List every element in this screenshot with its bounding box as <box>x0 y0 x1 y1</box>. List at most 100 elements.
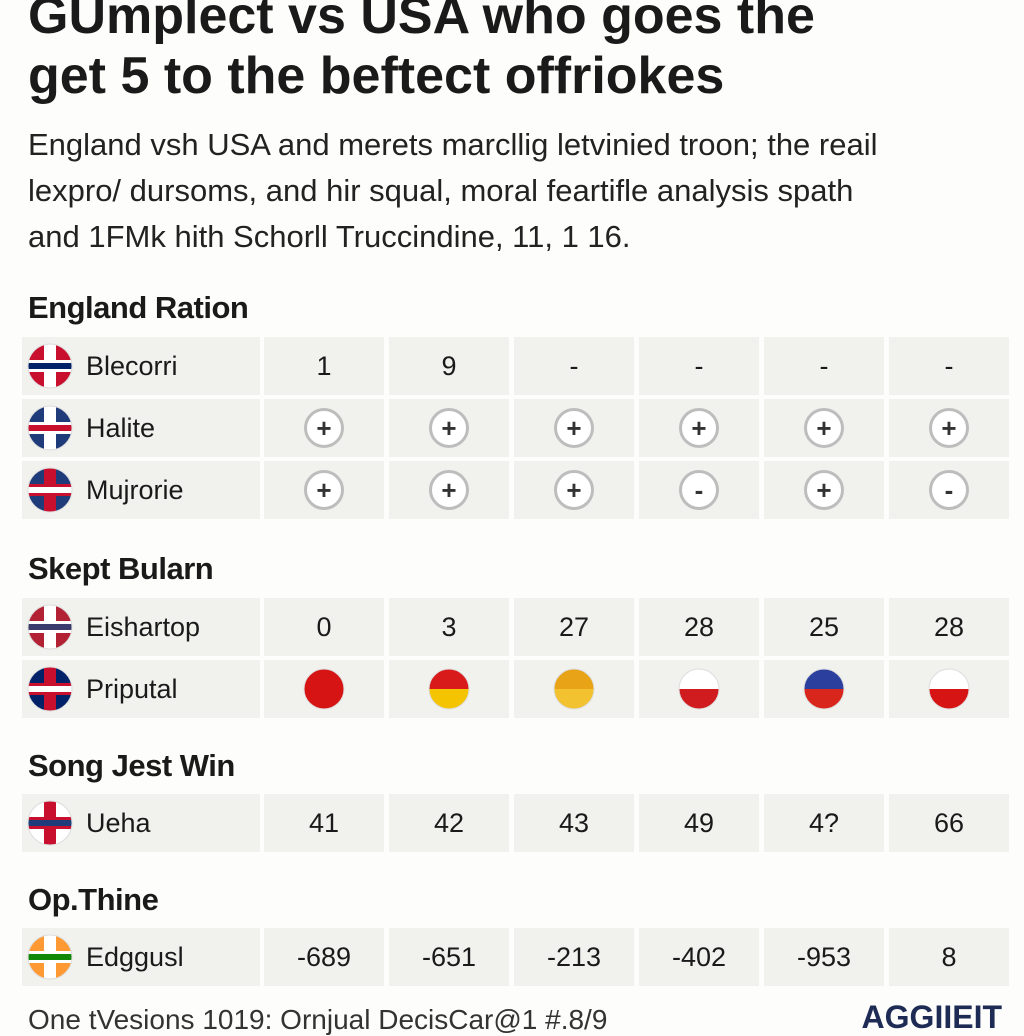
section-title: England Ration <box>28 290 249 325</box>
table-cell: 43 <box>514 794 634 852</box>
cell-text: 42 <box>433 807 465 838</box>
table-cell: + <box>764 461 884 519</box>
intro-line: and 1FMk hith Schorll Truccindine, 11, 1… <box>28 219 631 254</box>
cell-text: 28 <box>933 611 965 642</box>
table-cell: -651 <box>389 928 509 986</box>
table-cell: 66 <box>889 794 1009 852</box>
row-label-text: Edggusl <box>86 941 184 972</box>
table-cell: -402 <box>639 928 759 986</box>
row-label-text: Ueha <box>86 807 151 838</box>
table-cell: + <box>264 399 384 457</box>
team-badge <box>303 668 345 710</box>
flag-icon <box>27 800 73 846</box>
table-cell: 42 <box>389 794 509 852</box>
status-icon: + <box>304 408 344 448</box>
cell-text: -402 <box>671 941 727 972</box>
flag-icon <box>27 343 73 389</box>
table-cell: - <box>639 337 759 395</box>
table-cell <box>514 660 634 718</box>
cell-text: 27 <box>558 611 590 642</box>
table-cell: - <box>764 337 884 395</box>
cell-text: 8 <box>941 941 957 972</box>
cell-text: 28 <box>683 611 715 642</box>
cell-text: 25 <box>808 611 840 642</box>
table-cell: + <box>264 461 384 519</box>
row-label: Priputal <box>22 660 260 718</box>
table-cell: - <box>889 337 1009 395</box>
row-label: Blecorri <box>22 337 260 395</box>
cell-text: - <box>569 350 579 381</box>
table-cell: + <box>389 399 509 457</box>
cell-text: 1 <box>316 350 332 381</box>
row-label: Halite <box>22 399 260 457</box>
table-cell: 3 <box>389 598 509 656</box>
cell-text: -689 <box>296 941 352 972</box>
cell-text: 0 <box>316 611 332 642</box>
cell-text: - <box>694 350 704 381</box>
table-cell <box>889 660 1009 718</box>
table-cell: 9 <box>389 337 509 395</box>
table-cell: + <box>639 399 759 457</box>
row-label: Edggusl <box>22 928 260 986</box>
row-label-text: Priputal <box>86 673 178 704</box>
table-cell: - <box>514 337 634 395</box>
cell-text: 41 <box>308 807 340 838</box>
table-cell: 27 <box>514 598 634 656</box>
table-cell: 8 <box>889 928 1009 986</box>
intro-line: England vsh USA and merets marcllig letv… <box>28 127 878 162</box>
status-icon: + <box>929 408 969 448</box>
brand: AGGIIEIT <box>861 999 1002 1035</box>
row-label-text: Blecorri <box>86 350 178 381</box>
table-cell: 28 <box>889 598 1009 656</box>
table-cell: -953 <box>764 928 884 986</box>
row-label-text: Eishartop <box>86 611 201 642</box>
table-cell: 28 <box>639 598 759 656</box>
table-cell: + <box>514 461 634 519</box>
cell-text: -953 <box>796 941 852 972</box>
status-icon: + <box>304 470 344 510</box>
table-cell: 0 <box>264 598 384 656</box>
section-title: Song Jest Win <box>28 748 235 783</box>
flag-icon <box>27 934 73 980</box>
status-icon: + <box>804 408 844 448</box>
section-title: Skept Bularn <box>28 551 214 586</box>
table-cell <box>764 660 884 718</box>
flag-icon <box>27 405 73 451</box>
status-icon: - <box>929 470 969 510</box>
table-cell: 49 <box>639 794 759 852</box>
table-cell: 25 <box>764 598 884 656</box>
table-cell <box>639 660 759 718</box>
row-label: Ueha <box>22 794 260 852</box>
table-cell: 4? <box>764 794 884 852</box>
status-icon: + <box>429 470 469 510</box>
row-label-text: Mujrorie <box>86 474 184 505</box>
table-cell: - <box>889 461 1009 519</box>
table-cell: 1 <box>264 337 384 395</box>
status-icon: + <box>429 408 469 448</box>
team-badge <box>928 668 970 710</box>
table-cell <box>264 660 384 718</box>
table-cell <box>389 660 509 718</box>
table-cell: 41 <box>264 794 384 852</box>
cell-text: 66 <box>933 807 965 838</box>
cell-text: 3 <box>441 611 457 642</box>
table-cell: -689 <box>264 928 384 986</box>
cell-text: - <box>819 350 829 381</box>
cell-text: - <box>944 350 954 381</box>
cell-text: 4? <box>808 807 840 838</box>
row-label-text: Halite <box>86 412 156 443</box>
cell-text: -213 <box>546 941 602 972</box>
table-cell: -213 <box>514 928 634 986</box>
title-line: get 5 to the beftect offriokes <box>28 47 725 105</box>
title-line: GUmplect vs USA who goes the <box>28 0 815 45</box>
table-cell: + <box>514 399 634 457</box>
status-icon: - <box>679 470 719 510</box>
status-icon: + <box>679 408 719 448</box>
cell-text: 43 <box>558 807 590 838</box>
status-icon: + <box>554 470 594 510</box>
cell-text: -651 <box>421 941 477 972</box>
section-title: Op.Thine <box>28 882 159 917</box>
team-badge <box>678 668 720 710</box>
status-icon: + <box>554 408 594 448</box>
